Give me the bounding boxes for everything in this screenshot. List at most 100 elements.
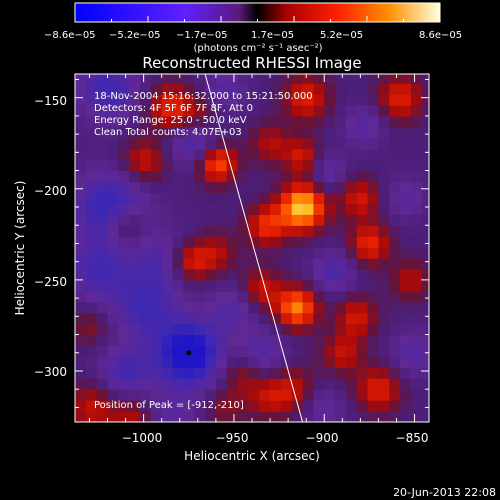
heatmap-cell [324,159,336,172]
heatmap-cell [280,225,293,237]
heatmap-cell [421,203,429,215]
heatmap-cell [205,181,217,194]
heatmap-cell [259,203,271,215]
heatmap-cell [150,389,163,401]
heatmap-cell [248,83,260,95]
heatmap-cell [107,148,119,161]
heatmap-cell [118,400,130,412]
heatmap-cell [291,268,304,281]
heatmap-cell [96,268,109,281]
heatmap-cell [324,367,336,379]
heatmap-cell [313,236,325,248]
heatmap-cell [259,356,271,368]
heatmap-cell [248,268,260,281]
heatmap-cell [150,83,163,95]
heatmap-cell [161,356,174,368]
heatmap-cell [259,137,271,150]
heatmap-cell [129,170,141,183]
heatmap-cell [96,334,109,347]
colorbar-tick-label: −1.7e−05 [176,30,228,41]
heatmap-cell [335,367,347,379]
heatmap-cell [150,334,163,347]
heatmap-cell [389,126,401,139]
heatmap-cell [280,312,293,325]
x-tick-label: −850 [396,431,429,445]
heatmap-cell [259,225,271,237]
heatmap-cell [270,400,282,412]
heatmap-cell [85,94,98,106]
heatmap-cell [150,279,163,292]
heatmap-cell [205,170,217,183]
heatmap-cell [129,126,141,139]
heatmap-cell [75,148,87,161]
heatmap-cell [378,400,390,412]
heatmap-cell [161,367,174,379]
chart-title: Reconstructed RHESSI Image [142,54,361,72]
heatmap-cell [172,126,184,139]
heatmap-cell [389,323,401,336]
heatmap-cell [313,345,325,358]
heatmap-cell [172,181,184,194]
heatmap-cell [378,137,390,150]
heatmap-cell [367,159,380,172]
heatmap-cell [302,181,315,194]
heatmap-cell [421,104,429,117]
heatmap-cell [356,94,369,106]
heatmap-cell [410,279,423,292]
heatmap-cell [226,389,239,401]
heatmap-cell [378,214,390,226]
heatmap-cell [421,170,429,183]
heatmap-cell [345,323,358,336]
heatmap-cell [313,83,325,95]
heatmap-cell [107,334,119,347]
heatmap-cell [96,378,109,390]
heatmap-cell [280,290,293,303]
heatmap-cell [172,334,184,347]
heatmap-cell [280,279,293,292]
heatmap-cell [183,214,195,226]
heatmap-cell [367,323,380,336]
heatmap-cell [85,323,98,336]
heatmap-cell [183,236,195,248]
heatmap-cell [313,334,325,347]
heatmap-cell [140,159,152,172]
heatmap-cell [215,148,228,161]
heatmap-cell [150,225,163,237]
heatmap-cell [335,279,347,292]
heatmap-cell [280,268,293,281]
heatmap-cell [400,323,412,336]
x-tick-label: −1000 [122,431,163,445]
heatmap-cell [345,268,358,281]
heatmap-cell [140,345,152,358]
heatmap-cell [129,334,141,347]
heatmap-cell [194,290,206,303]
heatmap-cell [291,148,304,161]
heatmap-cell [302,258,315,270]
heatmap-cell [85,334,98,347]
heatmap-cell [107,268,119,281]
heatmap-cell [345,334,358,347]
heatmap-cell [172,312,184,325]
heatmap-cell [75,104,87,117]
heatmap-cell [183,400,195,412]
heatmap-cell [183,126,195,139]
heatmap-cell [237,367,249,379]
heatmap-cell [313,192,325,204]
heatmap-cell [75,214,87,226]
heatmap-cell [183,203,195,215]
heatmap-cell [378,247,390,259]
heatmap-cell [335,148,347,161]
heatmap-cell [237,258,249,270]
heatmap-cell [356,301,369,314]
heatmap-cell [270,301,282,314]
heatmap-cell [172,356,184,368]
heatmap-cell [356,345,369,358]
heatmap-cell [389,356,401,368]
heatmap-cell [378,345,390,358]
heatmap-cell [280,411,293,422]
heatmap-cell [226,356,239,368]
heatmap-cell [421,334,429,347]
heatmap-cell [291,290,304,303]
heatmap-cell [96,356,109,368]
heatmap-cell [215,356,228,368]
